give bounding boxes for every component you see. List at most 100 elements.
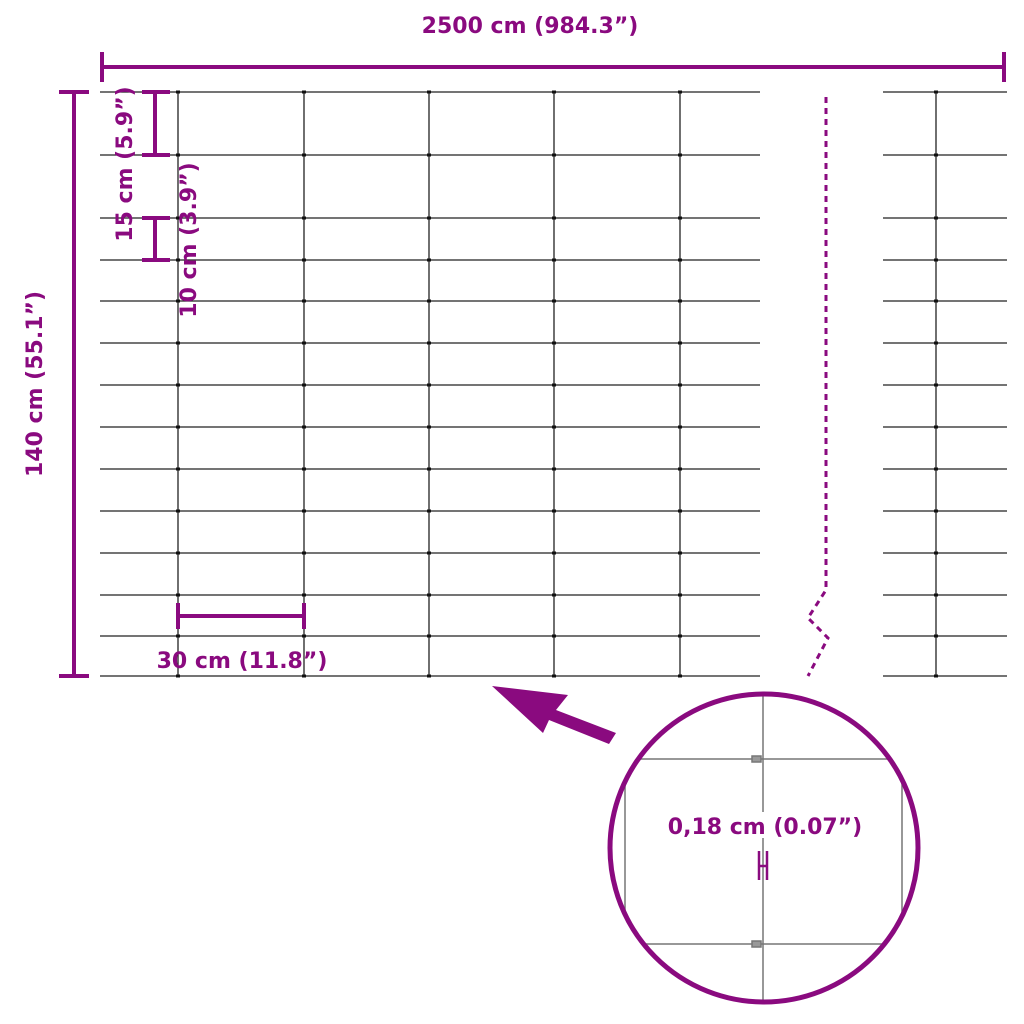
wire-knot [427,341,431,345]
lower-spacing-label: 10 cm (3.9”) [177,162,202,317]
wire-fence-panel [100,90,1007,678]
wire-knot [302,258,306,262]
wire-knot [176,634,180,638]
wire-knot [678,216,682,220]
wire-knot [678,674,682,678]
wire-knot [176,216,180,220]
wire-knot [934,258,938,262]
wire-knot [302,216,306,220]
wire-knot [427,425,431,429]
post-spacing-dimension: 30 cm (11.8”) [157,603,328,674]
wire-knot [427,299,431,303]
wire-knot [934,509,938,513]
wire-knot [427,634,431,638]
wire-knot [302,634,306,638]
wire-knot [176,509,180,513]
wire-knot [176,425,180,429]
wire-knot [427,90,431,94]
wire-knot [552,216,556,220]
wire-knot [176,341,180,345]
length-label: 2500 cm (984.3”) [422,14,639,39]
wire-knot [934,341,938,345]
wire-knot [302,551,306,555]
wire-knot [552,425,556,429]
wire-knot [934,153,938,157]
wire-knot [427,674,431,678]
wire-knot [678,90,682,94]
wire-knot [552,90,556,94]
wire-knot [427,258,431,262]
post-spacing-label: 30 cm (11.8”) [157,649,328,674]
top-spacing-label: 15 cm (5.9”) [113,86,138,241]
top-spacing-dimension: 15 cm (5.9”) [113,86,170,242]
wire-knot [678,551,682,555]
wire-knot [934,674,938,678]
wire-knot [302,425,306,429]
wire-knot [934,593,938,597]
wire-knot [934,425,938,429]
wire-knot [552,341,556,345]
wire-knot [302,299,306,303]
wire-knot [302,341,306,345]
wire-knot [934,467,938,471]
wire-knot [552,299,556,303]
wire-knot [934,551,938,555]
detail-zoom-circle: 0,18 cm (0.07”) [607,691,921,1005]
wire-knot [552,634,556,638]
wire-knot [427,216,431,220]
wire-knot [302,593,306,597]
wire-knot [176,674,180,678]
wire-knot [427,383,431,387]
wire-knot [302,467,306,471]
wire-knot [934,634,938,638]
wire-knot [176,90,180,94]
wire-knot [678,299,682,303]
wire-knot [427,551,431,555]
wire-knot [552,258,556,262]
wire-diameter-label: 0,18 cm (0.07”) [668,815,862,840]
wire-knot [552,551,556,555]
wire-knot [934,216,938,220]
wire-knot [427,509,431,513]
wire-knot [678,634,682,638]
wire-knot [678,341,682,345]
lower-spacing-dimension: 10 cm (3.9”) [142,162,202,318]
wire-knot [176,153,180,157]
wire-knot [302,153,306,157]
wire-knot [934,383,938,387]
wire-knot [552,509,556,513]
wire-knot [678,258,682,262]
wire-knot [678,383,682,387]
wire-knot [678,153,682,157]
wire-knot [176,299,180,303]
wire-knot [552,383,556,387]
wire-knot [427,467,431,471]
wire-knot [552,593,556,597]
arrow-icon [492,686,616,744]
wire-knot [678,467,682,471]
wire-knot [934,90,938,94]
wire-knot [427,153,431,157]
height-label: 140 cm (55.1”) [23,291,48,477]
wire-knot [552,467,556,471]
break-line [806,97,830,677]
wire-knot [176,551,180,555]
wire-knot [176,593,180,597]
wire-knot [552,153,556,157]
wire-knot [302,674,306,678]
wire-knot [678,509,682,513]
wire-knot [427,593,431,597]
height-dimension: 140 cm (55.1”) [23,90,89,678]
wire-knot [934,299,938,303]
wire-knot [302,90,306,94]
wire-knot [176,258,180,262]
wire-knot [176,467,180,471]
wire-knot [678,593,682,597]
wire-knot [176,383,180,387]
wire-knot [302,383,306,387]
wire-knot [552,674,556,678]
wire-knot [678,425,682,429]
length-dimension: 2500 cm (984.3”) [100,14,1006,82]
wire-knot [302,509,306,513]
